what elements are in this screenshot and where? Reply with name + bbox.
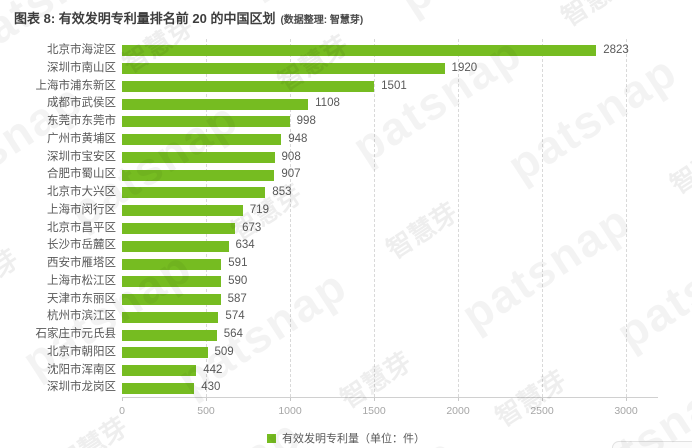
- bar: [122, 258, 222, 270]
- bar: [122, 45, 597, 57]
- value-label: 998: [296, 115, 316, 128]
- x-axis-tick-label: 500: [197, 405, 215, 418]
- value-label: 719: [249, 203, 269, 216]
- x-axis-tick: [458, 398, 459, 402]
- chart-header: 图表 8: 有效发明专利量排名前 20 的中国区划 (数据整理: 智慧芽): [14, 8, 363, 27]
- value-label: 591: [228, 257, 248, 270]
- category-label: 北京市昌平区: [47, 221, 116, 234]
- x-axis-tick-label: 1500: [362, 405, 386, 418]
- value-label: 853: [272, 186, 292, 199]
- value-label: 1501: [381, 79, 407, 92]
- category-label: 成都市武侯区: [47, 97, 116, 110]
- bar: [122, 276, 222, 288]
- gridline-x-3000: [626, 39, 627, 398]
- x-axis-tick-label: 2500: [530, 405, 554, 418]
- x-axis-tick: [290, 398, 291, 402]
- category-label: 深圳市宝安区: [47, 150, 116, 163]
- gridline-x-1000: [290, 39, 291, 398]
- x-axis-tick: [542, 398, 543, 402]
- x-axis-tick: [122, 398, 123, 402]
- category-label: 北京市海淀区: [47, 44, 116, 56]
- category-label: 西安市雁塔区: [47, 257, 116, 270]
- x-axis-tick: [374, 398, 375, 402]
- bar: [122, 80, 375, 92]
- value-label: 908: [281, 150, 301, 163]
- category-label: 上海市浦东新区: [35, 79, 117, 92]
- bar: [122, 169, 275, 181]
- value-label: 509: [214, 345, 234, 358]
- value-label: 1920: [451, 61, 478, 74]
- category-label: 长沙市岳麓区: [47, 239, 116, 252]
- value-label: 907: [281, 168, 301, 181]
- category-label: 上海市闵行区: [47, 203, 116, 216]
- legend-swatch: [267, 433, 276, 443]
- gridline-x-1500: [374, 39, 375, 398]
- bottom-right-panel-edge: [612, 441, 692, 448]
- category-label: 深圳市龙岗区: [47, 381, 116, 394]
- bar: [122, 294, 221, 306]
- legend-label: 有效发明专利量（单位：件）: [282, 433, 425, 445]
- category-label: 石家庄市元氏县: [35, 328, 117, 341]
- x-axis-tick-label: 0: [119, 405, 125, 418]
- bar: [122, 347, 208, 359]
- gridline-x-2000: [458, 39, 459, 398]
- bar: [122, 311, 219, 323]
- value-label: 430: [201, 381, 221, 394]
- value-label: 442: [203, 363, 223, 376]
- value-label: 590: [228, 274, 248, 287]
- category-label: 合肥市蜀山区: [47, 168, 116, 181]
- category-label: 杭州市滨江区: [47, 310, 116, 323]
- bar: [122, 116, 290, 128]
- gridline-x-2500: [542, 39, 543, 398]
- value-label: 1108: [315, 97, 340, 110]
- value-label: 564: [223, 328, 243, 341]
- value-label: 673: [242, 221, 262, 234]
- x-axis-line: [122, 397, 658, 399]
- x-axis-tick-label: 2000: [446, 405, 470, 418]
- value-label: 634: [235, 239, 255, 252]
- bar: [122, 382, 195, 394]
- bar: [122, 134, 282, 146]
- category-label: 北京市大兴区: [47, 186, 116, 199]
- bar: [122, 222, 236, 234]
- bar: [122, 329, 217, 341]
- category-label: 北京市朝阳区: [47, 345, 116, 358]
- bar: [122, 240, 229, 252]
- value-label: 574: [225, 310, 245, 323]
- bar: [122, 187, 266, 199]
- category-label: 广州市黄埔区: [47, 132, 116, 145]
- bar: [122, 63, 445, 75]
- x-axis-tick-label: 1000: [278, 405, 302, 418]
- bar: [122, 205, 243, 217]
- x-axis-tick-label: 3000: [614, 405, 638, 418]
- gridline-x-500: [206, 39, 207, 398]
- x-axis-tick: [206, 398, 207, 402]
- category-label: 上海市松江区: [47, 274, 116, 287]
- value-label: 587: [227, 292, 247, 305]
- bar: [122, 98, 309, 110]
- x-axis-tick: [626, 398, 627, 402]
- category-label: 东莞市东莞市: [47, 115, 116, 128]
- category-label: 深圳市南山区: [47, 61, 116, 74]
- category-label: 天津市东丽区: [47, 292, 116, 305]
- chart-title: 图表 8: 有效发明专利量排名前 20 的中国区划: [14, 11, 276, 26]
- chart-legend: 有效发明专利量（单位：件）: [0, 430, 692, 446]
- value-label: 948: [288, 132, 308, 145]
- value-label: 2823: [603, 44, 629, 56]
- bar: [122, 151, 275, 163]
- bar: [122, 365, 197, 377]
- chart-source-note: (数据整理: 智慧芽): [280, 15, 364, 26]
- category-label: 沈阳市浑南区: [47, 363, 116, 376]
